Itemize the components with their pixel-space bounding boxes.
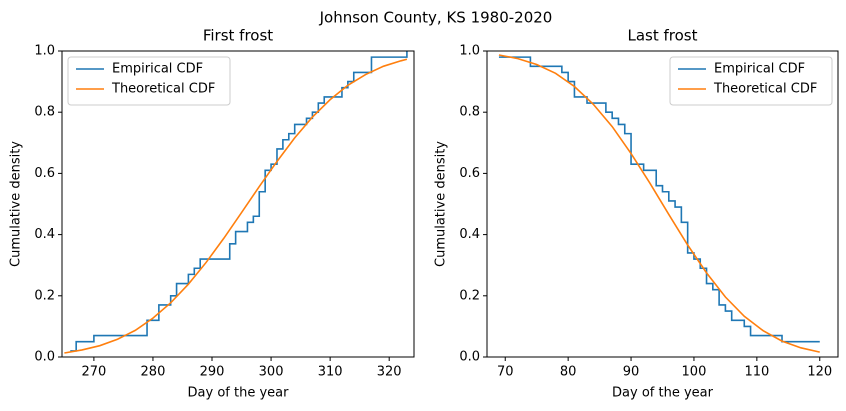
y-tick-label: 0.4 [459,227,480,242]
y-tick-label: 0.6 [459,166,480,181]
y-tick-label: 0.0 [34,350,55,365]
x-tick-label: 320 [377,365,402,380]
x-tick-label: 270 [81,365,106,380]
y-tick-label: 1.0 [34,44,55,59]
legend-label: Theoretical CDF [713,82,817,97]
y-tick-label: 0.6 [34,166,55,181]
x-tick-label: 80 [560,365,577,380]
axes-frame [486,50,839,358]
plot-area [498,54,820,353]
x-tick-label: 100 [682,365,707,380]
y-tick-label: 0.2 [459,288,480,303]
y-tick-label: 1.0 [459,44,480,59]
legend-box [669,56,833,106]
y-tick-label: 0.2 [34,288,55,303]
subplot-title: Last frost [627,27,697,45]
subplot-title: First frost [203,27,273,45]
x-tick-label: 300 [259,365,284,380]
series-line [498,54,820,353]
y-tick-label: 0.8 [459,105,480,120]
x-tick-label: 280 [141,365,166,380]
series-line [70,51,408,352]
legend-box [67,56,231,106]
x-tick-label: 110 [744,365,769,380]
legend-label: Empirical CDF [112,62,203,77]
x-axis-label: Day of the year [188,386,290,401]
x-tick-label: 90 [623,365,640,380]
figure-title: Johnson County, KS 1980-2020 [319,9,553,27]
y-tick-label: 0.8 [34,105,55,120]
y-tick-label: 0.0 [459,350,480,365]
series-line [64,58,408,354]
x-tick-label: 120 [807,365,832,380]
axes-frame [61,50,415,358]
y-axis-label: Cumulative density [434,141,449,267]
x-axis-label: Day of the year [612,386,714,401]
x-tick-label: 310 [318,365,343,380]
x-tick-label: 70 [497,365,514,380]
legend-label: Theoretical CDF [111,82,215,97]
plot-area [64,51,408,354]
y-tick-label: 0.4 [34,227,55,242]
y-axis-label: Cumulative density [9,141,24,267]
x-tick-label: 290 [200,365,225,380]
legend-label: Empirical CDF [714,62,805,77]
